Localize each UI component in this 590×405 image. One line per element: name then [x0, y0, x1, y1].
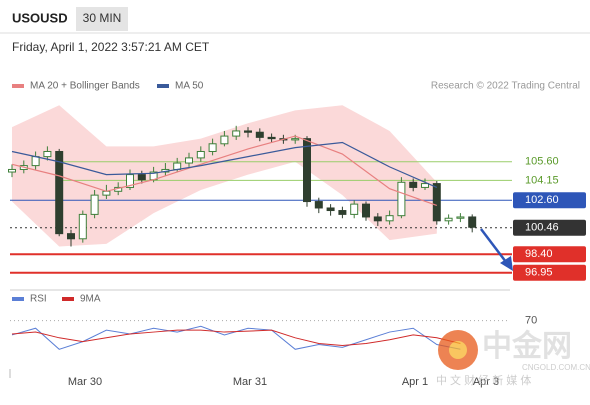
moving-average — [11, 141, 438, 188]
candle-body — [244, 130, 252, 133]
legend-label: MA 50 — [175, 81, 204, 92]
candle-body — [90, 194, 99, 215]
candle-body — [126, 174, 134, 188]
candle-body — [468, 216, 477, 228]
candle-body — [362, 203, 370, 218]
moving-average — [11, 135, 438, 206]
y-tick-label: 70 — [525, 314, 537, 326]
level-box — [513, 219, 586, 236]
level-box — [513, 264, 586, 281]
level-label: 96.95 — [525, 267, 553, 279]
level-label: 98.40 — [525, 248, 553, 260]
candle-body — [208, 143, 217, 152]
interval-box — [76, 7, 128, 31]
candle-body — [67, 233, 75, 240]
candle-body — [291, 138, 300, 141]
watermark-slogan: 中 文 财 经 新 媒 体 — [436, 373, 531, 387]
bollinger-band — [12, 105, 437, 247]
candle-body — [350, 203, 359, 215]
interval: 30 MIN — [83, 11, 122, 25]
watermark: 中金网 CNGOLD.COM.CN 中 文 财 经 新 媒 体 — [436, 329, 590, 387]
rsi-line — [11, 329, 461, 346]
watermark-logo-inner — [449, 341, 467, 359]
level-label: 102.60 — [525, 194, 559, 206]
level-label: 104.15 — [525, 174, 559, 186]
forecast-arrow-head — [500, 256, 513, 271]
x-tick-label: Apr 1 — [402, 376, 428, 388]
watermark-brand: 中金网 — [482, 329, 572, 363]
candle-body — [232, 130, 241, 137]
candle-body — [432, 183, 441, 222]
candle-body — [220, 135, 229, 145]
candle-body — [8, 168, 16, 173]
legend-label: RSI — [30, 294, 47, 305]
level-label: 100.46 — [525, 222, 559, 234]
candle-body — [326, 207, 335, 212]
credit: Research © 2022 Trading Central — [431, 81, 580, 92]
forecast-arrow — [480, 228, 507, 263]
x-tick-label: Apr 3 — [473, 376, 499, 388]
level-box — [513, 192, 586, 209]
legend-swatch — [12, 297, 24, 301]
candle-body — [31, 156, 40, 167]
candle-body — [303, 138, 311, 203]
legend-swatch — [12, 84, 24, 88]
candle-body — [196, 150, 205, 159]
candle-body — [338, 210, 347, 215]
candle-body — [255, 131, 264, 138]
x-tick-label: Mar 31 — [233, 376, 267, 388]
symbol: USOUSD — [12, 10, 68, 25]
legend-label: MA 20 + Bollinger Bands — [30, 81, 140, 92]
x-tick-label: Mar 30 — [68, 376, 102, 388]
candle-body — [185, 157, 193, 164]
legend-label: 9MA — [80, 294, 101, 305]
candle-body — [444, 217, 453, 222]
candle-body — [137, 174, 146, 181]
candle-body — [43, 150, 52, 158]
level-label: 105.60 — [525, 156, 559, 168]
level-box — [513, 246, 586, 263]
candle-body — [373, 216, 382, 222]
candle-body — [314, 201, 323, 209]
candle-body — [55, 150, 64, 235]
legend-swatch — [157, 84, 169, 88]
candle-body — [397, 181, 406, 217]
legend-swatch — [62, 297, 74, 301]
candle-body — [78, 213, 87, 240]
watermark-site: CNGOLD.COM.CN — [522, 363, 590, 372]
candle-body — [267, 136, 276, 140]
candle-body — [409, 181, 418, 188]
timestamp: Friday, April 1, 2022 3:57:21 AM CET — [12, 40, 210, 54]
candle-body — [385, 215, 394, 222]
candle-body — [421, 183, 429, 188]
candle-body — [456, 216, 465, 219]
